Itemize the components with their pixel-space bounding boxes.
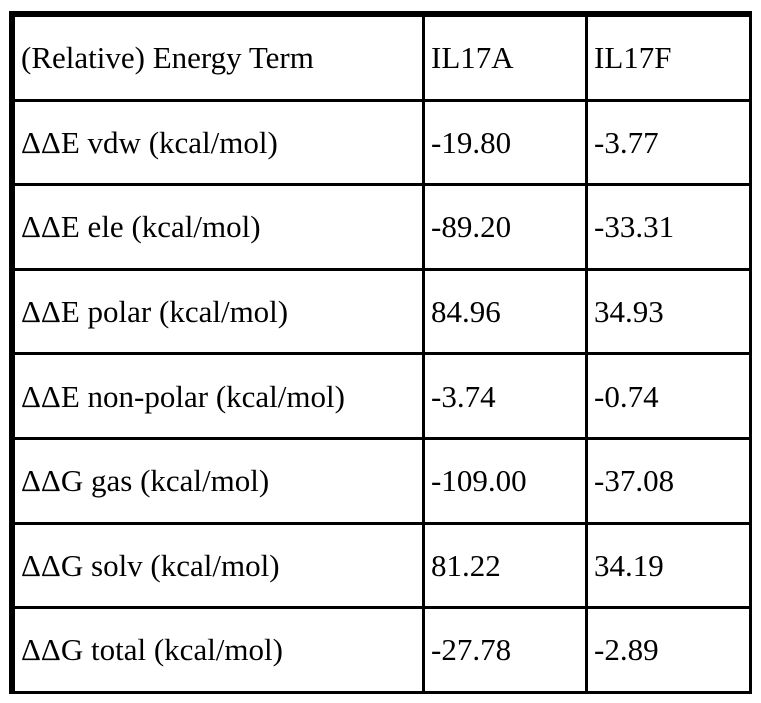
row-label: ΔΔG solv (kcal/mol) (12, 521, 425, 610)
il17a-value: -19.80 (422, 98, 588, 187)
row-label: ΔΔE ele (kcal/mol) (12, 183, 425, 271)
il17f-value: -0.74 (585, 352, 752, 440)
il17f-value: 34.19 (585, 521, 752, 610)
table-row: ΔΔE vdw (kcal/mol) -19.80 -3.77 (12, 98, 752, 187)
il17a-value: -109.00 (422, 436, 588, 525)
table-row: ΔΔG gas (kcal/mol) -109.00 -37.08 (12, 436, 752, 525)
il17a-value: -27.78 (422, 606, 588, 694)
il17a-value: -3.74 (422, 352, 588, 440)
table-row: ΔΔE non-polar (kcal/mol) -3.74 -0.74 (12, 352, 752, 440)
il17f-value: -37.08 (585, 436, 752, 525)
energy-table: (Relative) Energy Term IL17A IL17F ΔΔE v… (12, 14, 752, 694)
il17f-value: -2.89 (585, 606, 752, 694)
energy-table-container: (Relative) Energy Term IL17A IL17F ΔΔE v… (9, 11, 752, 694)
row-label: ΔΔG gas (kcal/mol) (12, 436, 425, 525)
header-energy-term: (Relative) Energy Term (12, 14, 425, 102)
il17a-value: 81.22 (422, 521, 588, 610)
header-il17a: IL17A (422, 14, 588, 102)
il17a-value: 84.96 (422, 267, 588, 356)
header-il17f: IL17F (585, 14, 752, 102)
row-label: ΔΔE vdw (kcal/mol) (12, 98, 425, 187)
il17f-value: 34.93 (585, 267, 752, 356)
il17f-value: -33.31 (585, 183, 752, 271)
table-row: ΔΔE polar (kcal/mol) 84.96 34.93 (12, 267, 752, 356)
row-label: ΔΔG total (kcal/mol) (12, 606, 425, 694)
il17f-value: -3.77 (585, 98, 752, 187)
table-row: ΔΔG solv (kcal/mol) 81.22 34.19 (12, 521, 752, 610)
table-header-row: (Relative) Energy Term IL17A IL17F (12, 14, 752, 102)
row-label: ΔΔE non-polar (kcal/mol) (12, 352, 425, 440)
il17a-value: -89.20 (422, 183, 588, 271)
table-row: ΔΔE ele (kcal/mol) -89.20 -33.31 (12, 183, 752, 271)
row-label: ΔΔE polar (kcal/mol) (12, 267, 425, 356)
table-row: ΔΔG total (kcal/mol) -27.78 -2.89 (12, 606, 752, 694)
